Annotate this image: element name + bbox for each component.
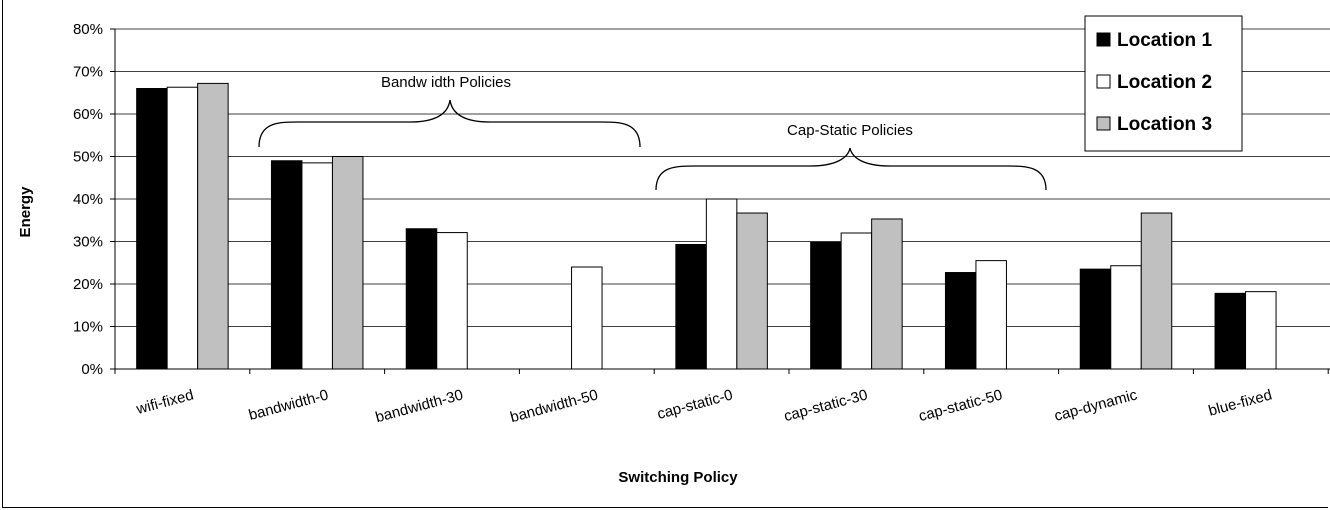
x-tick-label: cap-dynamic — [1052, 386, 1139, 425]
y-tick-label: 20% — [73, 276, 103, 293]
y-tick-label: 0% — [81, 361, 103, 378]
x-tick-label: wifi-fixed — [134, 386, 196, 418]
brace-bandwidth-policies — [258, 99, 641, 148]
legend-label-location-3: Location 3 — [1117, 114, 1212, 135]
bar-location-1-bandwidth-0 — [270, 160, 303, 370]
bar-location-2-blue-fixed — [1245, 291, 1277, 370]
y-tick-label: 30% — [73, 234, 103, 251]
y-tick-label: 80% — [73, 21, 103, 38]
x-tick-label: cap-static-50 — [917, 386, 1004, 425]
bar-location-2-cap-dynamic — [1110, 265, 1142, 370]
bar-location-1-wifi-fixed — [136, 88, 168, 370]
bar-location-1-cap-static-30 — [810, 241, 842, 370]
bar-location-2-cap-static-0 — [705, 198, 738, 370]
bar-location-1-bandwidth-30 — [405, 228, 438, 370]
bar-location-3-cap-static-0 — [736, 212, 768, 370]
bar-location-2-bandwidth-0 — [301, 162, 333, 370]
annotations: Bandw idth Policies Cap-Static Policies — [258, 74, 1047, 191]
legend-box — [1084, 15, 1243, 152]
bar-location-3-bandwidth-0 — [331, 156, 364, 370]
x-tick-label: cap-static-0 — [655, 386, 734, 422]
legend-swatch-location-3 — [1096, 116, 1111, 131]
bar-location-2-cap-static-30 — [840, 232, 873, 370]
bar-location-3-cap-dynamic — [1140, 212, 1173, 370]
bar-location-2-cap-static-50 — [975, 260, 1007, 370]
x-tick-label: blue-fixed — [1207, 386, 1274, 419]
bar-location-2-bandwidth-50 — [571, 266, 603, 370]
x-tick-label: bandwidth-50 — [508, 386, 599, 426]
bar-location-1-cap-static-50 — [944, 272, 977, 370]
annotation-cap-static-policies: Cap-Static Policies — [787, 122, 913, 139]
brace-cap-static-policies — [655, 147, 1047, 191]
legend-swatch-location-1 — [1096, 32, 1111, 47]
x-tick-label: cap-static-30 — [782, 386, 869, 425]
y-tick-labels: 0% 10% 20% 30% 40% 50% 60% 70% 80% — [73, 21, 115, 378]
bar-location-2-wifi-fixed — [166, 86, 199, 370]
y-axis-title: Energy — [17, 186, 34, 238]
legend-label-location-2: Location 2 — [1117, 72, 1212, 93]
x-tick-label: bandwidth-30 — [374, 386, 465, 426]
bars — [136, 82, 1277, 370]
y-tick-label: 50% — [73, 149, 103, 166]
bar-location-1-cap-dynamic — [1079, 268, 1112, 370]
y-tick-label: 10% — [73, 319, 103, 336]
bar-location-3-cap-static-30 — [871, 218, 903, 370]
legend-label-location-1: Location 1 — [1117, 30, 1212, 51]
bar-location-1-cap-static-0 — [675, 243, 707, 370]
x-axis-title: Switching Policy — [618, 469, 738, 486]
x-tick-labels: wifi-fixed bandwidth-0 bandwidth-30 bandwid… — [114, 369, 1329, 426]
bar-location-1-blue-fixed — [1214, 292, 1247, 370]
legend-swatch-location-2 — [1096, 74, 1111, 89]
y-tick-label: 70% — [73, 64, 103, 81]
y-tick-label: 40% — [73, 191, 103, 208]
annotation-bandwidth-policies: Bandw idth Policies — [381, 74, 511, 91]
x-tick-label: bandwidth-0 — [247, 386, 330, 424]
y-tick-label: 60% — [73, 106, 103, 123]
bar-location-2-bandwidth-30 — [436, 232, 468, 370]
bar-location-3-wifi-fixed — [197, 82, 229, 370]
legend: Location 1 Location 2 Location 3 — [1084, 15, 1243, 152]
